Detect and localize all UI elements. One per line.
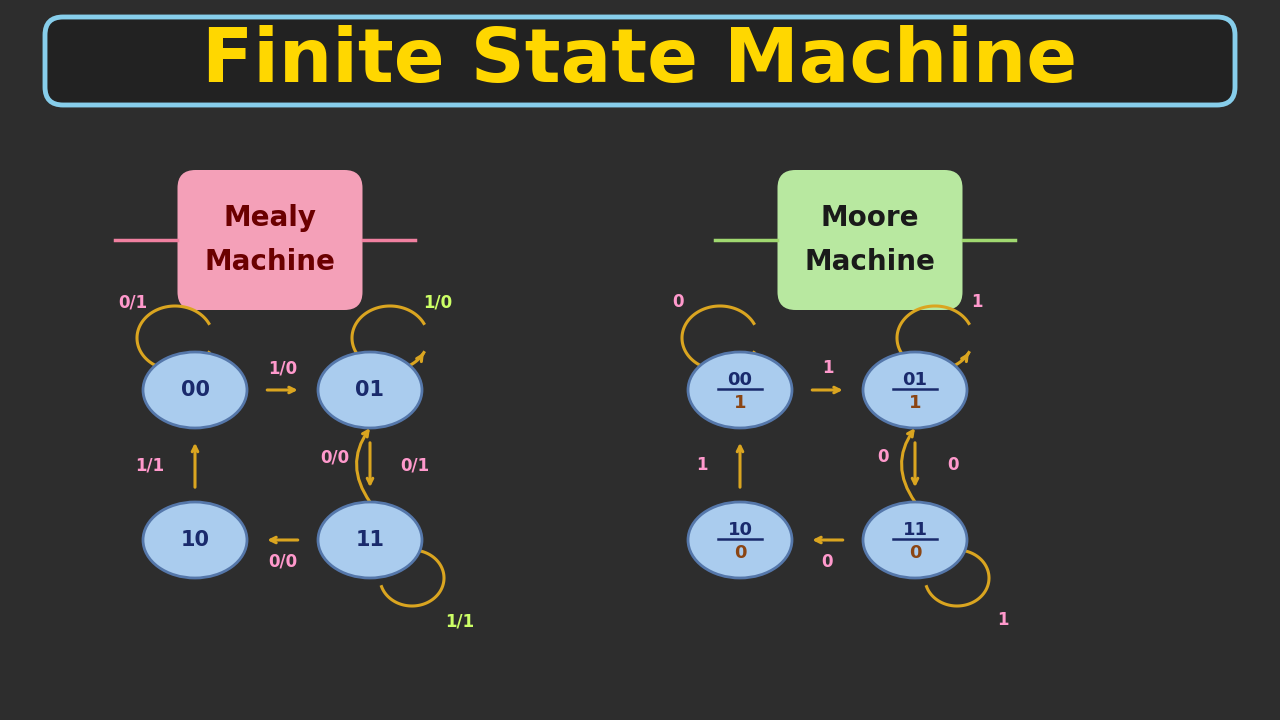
- Text: Machine: Machine: [205, 248, 335, 276]
- Text: 10: 10: [727, 521, 753, 539]
- Text: 0: 0: [947, 456, 959, 474]
- FancyBboxPatch shape: [178, 170, 362, 310]
- Text: 01: 01: [902, 371, 928, 389]
- Text: 0: 0: [877, 448, 888, 466]
- Text: Finite State Machine: Finite State Machine: [202, 24, 1078, 97]
- Text: Moore: Moore: [820, 204, 919, 232]
- Text: 1/0: 1/0: [424, 293, 453, 311]
- Text: 0/0: 0/0: [320, 448, 349, 466]
- Ellipse shape: [317, 352, 422, 428]
- Text: 0/1: 0/1: [401, 456, 430, 474]
- Text: 11: 11: [902, 521, 928, 539]
- Text: 11: 11: [356, 530, 384, 550]
- Text: 0/0: 0/0: [268, 553, 297, 571]
- Ellipse shape: [143, 352, 247, 428]
- Text: Mealy: Mealy: [224, 204, 316, 232]
- FancyBboxPatch shape: [777, 170, 963, 310]
- Text: 1/1: 1/1: [445, 613, 475, 631]
- Text: 1: 1: [733, 394, 746, 412]
- Text: 01: 01: [356, 380, 384, 400]
- Text: 0: 0: [909, 544, 922, 562]
- Text: 00: 00: [180, 380, 210, 400]
- Text: 1/1: 1/1: [136, 456, 165, 474]
- Text: Machine: Machine: [805, 248, 936, 276]
- Text: 1: 1: [822, 359, 833, 377]
- Text: 1: 1: [696, 456, 708, 474]
- Ellipse shape: [317, 502, 422, 578]
- FancyBboxPatch shape: [45, 17, 1235, 105]
- Text: 0: 0: [672, 293, 684, 311]
- Text: 1/0: 1/0: [268, 359, 297, 377]
- Ellipse shape: [863, 502, 966, 578]
- Text: 00: 00: [727, 371, 753, 389]
- Ellipse shape: [143, 502, 247, 578]
- Text: 1: 1: [997, 611, 1009, 629]
- Text: 10: 10: [180, 530, 210, 550]
- Text: 1: 1: [909, 394, 922, 412]
- Text: 1: 1: [972, 293, 983, 311]
- Text: 0: 0: [733, 544, 746, 562]
- Text: 0: 0: [822, 553, 833, 571]
- Ellipse shape: [689, 502, 792, 578]
- Text: 0/1: 0/1: [119, 293, 147, 311]
- Ellipse shape: [863, 352, 966, 428]
- Ellipse shape: [689, 352, 792, 428]
